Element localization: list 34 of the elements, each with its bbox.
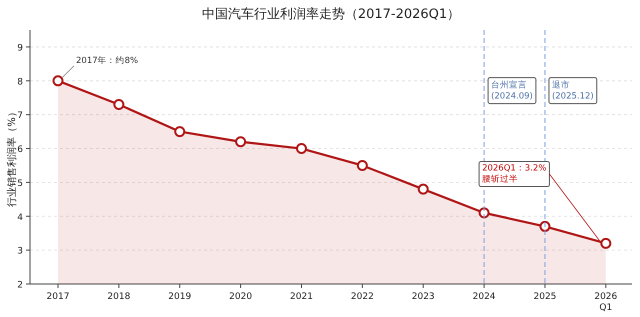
y-tick-label: 6 <box>17 145 24 156</box>
y-tick-label: 2 <box>17 280 23 290</box>
x-tick-label: 2022 <box>350 292 374 302</box>
point <box>600 238 612 249</box>
y-tick-label: 8 <box>17 77 24 88</box>
annotation: 2017年：约8% <box>76 54 138 66</box>
x-tick-label: 2017 <box>46 292 70 302</box>
point <box>113 99 124 110</box>
x-tick-label: 2026 Q1 <box>594 292 618 313</box>
x-tick-label: 2018 <box>107 292 131 302</box>
ref-line-label: 台州宣言 (2024.09) <box>491 80 533 102</box>
y-tick-label: 9 <box>17 43 24 54</box>
x-tick-label: 2023 <box>412 292 435 302</box>
chart-title: 中国汽车行业利润率走势（2017-2026Q1） <box>202 6 460 22</box>
y-tick-label: 3 <box>17 246 23 257</box>
x-tick-label: 2020 <box>229 292 252 302</box>
point <box>52 75 64 86</box>
x-tick-label: 2021 <box>290 292 313 302</box>
point <box>174 126 186 138</box>
point <box>418 184 429 195</box>
y-tick-label: 4 <box>17 212 24 223</box>
point <box>539 220 550 232</box>
ref-line-label: 退市 (2025.12) <box>552 80 594 102</box>
x-tick-label: 2024 <box>472 292 496 302</box>
point <box>356 160 368 171</box>
x-tick-label: 2019 <box>168 292 192 302</box>
annotation: 2026Q1：3.2% 腰斩过半 <box>482 164 546 185</box>
point <box>296 143 307 154</box>
x-tick-label: 2025 <box>534 292 556 302</box>
y-tick-label: 5 <box>17 178 23 189</box>
point <box>478 207 490 218</box>
y-axis-title: 行业销售利润率（%） <box>6 107 18 207</box>
point <box>235 136 246 148</box>
y-tick-label: 7 <box>17 111 23 122</box>
